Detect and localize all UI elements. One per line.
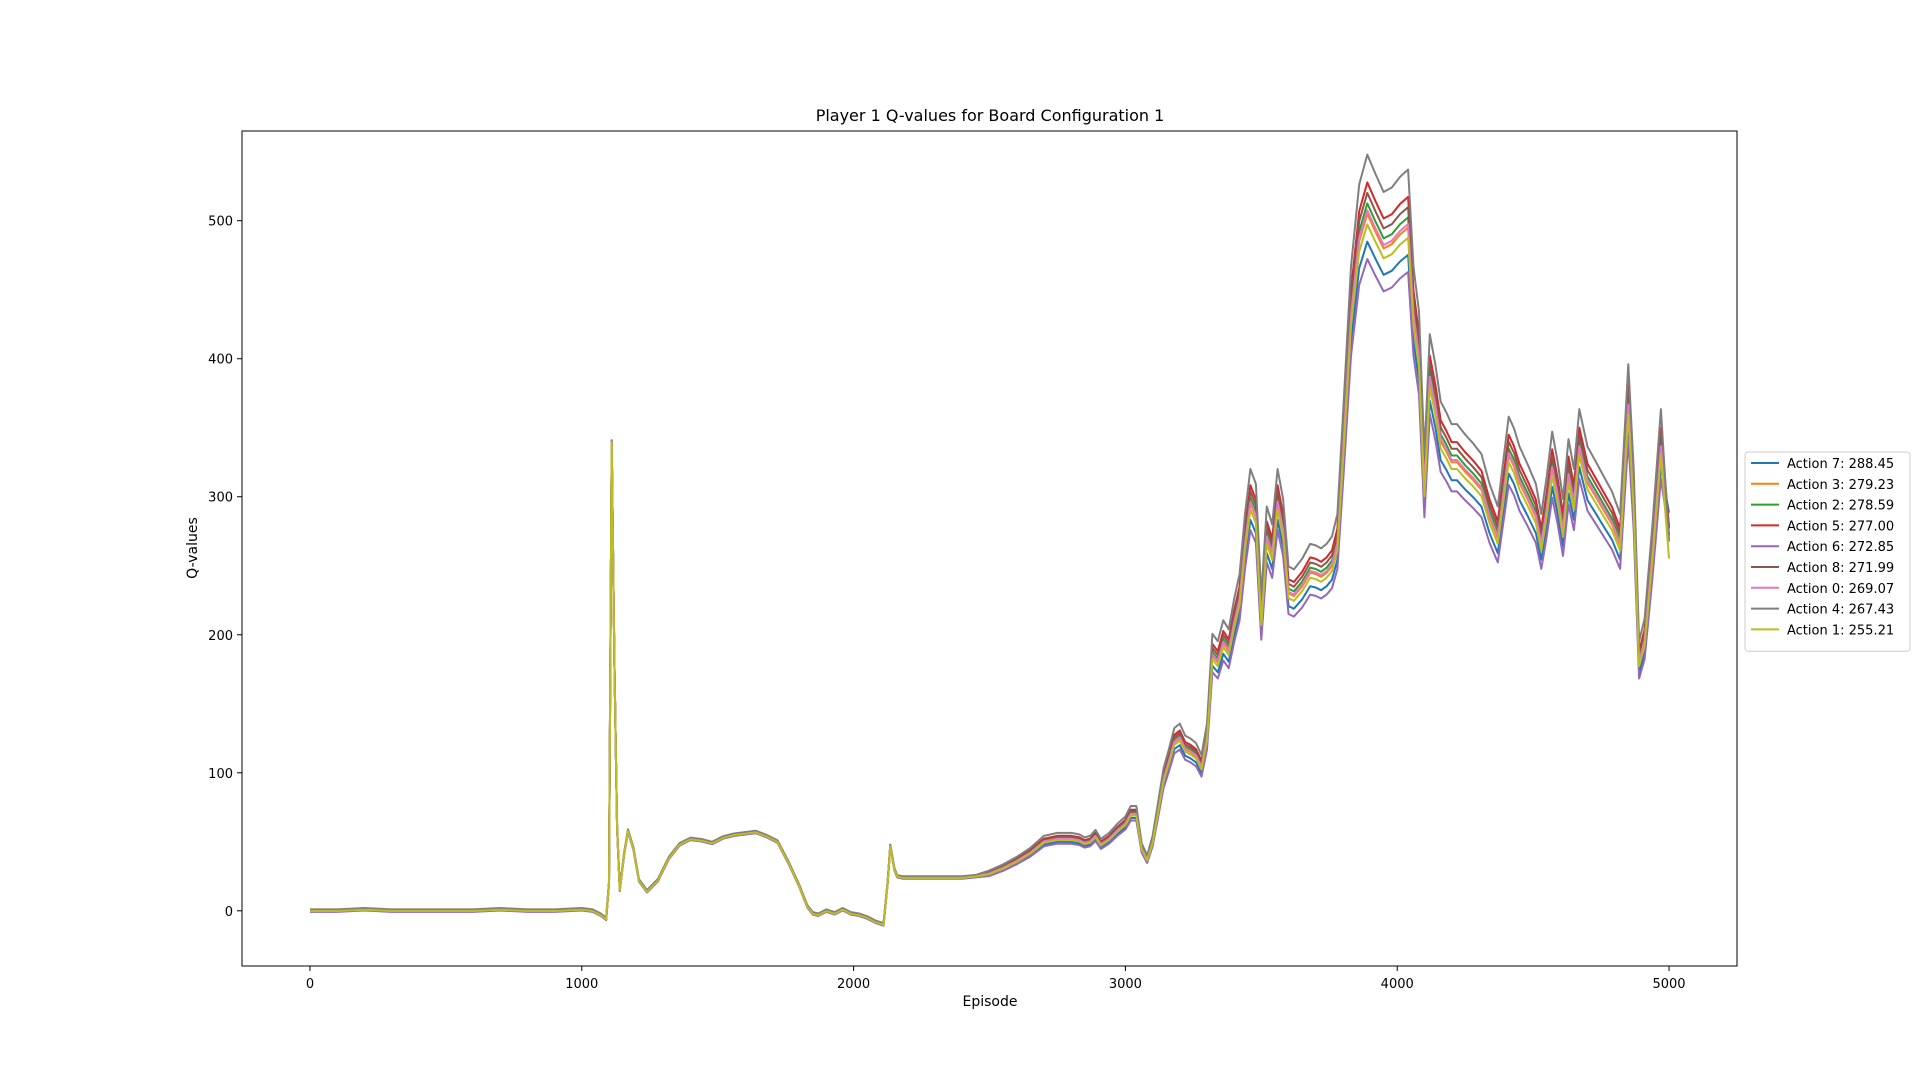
series-line (310, 223, 1670, 926)
series-line (310, 153, 1670, 925)
y-tick-label: 500 (208, 215, 233, 230)
y-tick-label: 0 (225, 905, 233, 920)
chart-title: Player 1 Q-values for Board Configuratio… (816, 106, 1165, 125)
legend: Action 7: 288.45 Action 3: 279.23 Action 2… (1744, 451, 1911, 652)
x-tick-label: 1000 (565, 977, 598, 992)
x-tick-label: 4000 (1381, 977, 1414, 992)
x-tick-label: 3000 (1109, 977, 1142, 992)
legend-label: Action 0: 269.07 (1787, 582, 1894, 597)
legend-label: Action 7: 288.45 (1787, 457, 1894, 472)
y-axis-label: Q-values (185, 517, 201, 579)
y-tick-label: 200 (208, 629, 233, 644)
x-tick-label: 2000 (837, 977, 870, 992)
legend-label: Action 3: 279.23 (1787, 478, 1894, 493)
y-axis: 0 100 200 300 400 500 (208, 215, 242, 920)
x-tick-label: 5000 (1652, 977, 1685, 992)
legend-label: Action 5: 277.00 (1787, 519, 1894, 534)
x-axis: 0 1000 2000 3000 4000 5000 (306, 966, 1686, 992)
y-tick-label: 400 (208, 353, 233, 368)
legend-label: Action 4: 267.43 (1787, 603, 1894, 618)
axes-frame (241, 130, 1738, 967)
y-tick-label: 300 (208, 491, 233, 506)
legend-label: Action 1: 255.21 (1787, 623, 1894, 638)
legend-frame (1744, 451, 1911, 652)
y-tick-label: 100 (208, 767, 233, 782)
legend-label: Action 8: 271.99 (1787, 561, 1894, 576)
legend-label: Action 6: 272.85 (1787, 540, 1894, 555)
legend-label: Action 2: 278.59 (1787, 499, 1894, 514)
x-tick-label: 0 (306, 977, 314, 992)
x-axis-label: Episode (963, 994, 1018, 1010)
plot-area (310, 153, 1670, 927)
